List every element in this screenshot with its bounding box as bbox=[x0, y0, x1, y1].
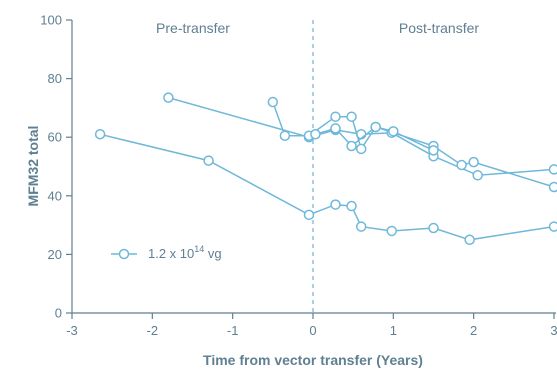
data-point bbox=[346, 140, 357, 152]
x-tick-label: -3 bbox=[66, 323, 78, 338]
y-ticks: 0 20 40 60 80 100 bbox=[40, 13, 72, 321]
phase-label-post: Post-transfer bbox=[399, 20, 479, 36]
y-tick-label: 60 bbox=[48, 130, 62, 145]
x-tick-label: 3 bbox=[550, 323, 557, 338]
y-tick-label: 80 bbox=[48, 71, 62, 86]
data-point bbox=[346, 111, 357, 122]
data-point bbox=[303, 209, 315, 221]
x-tick-label: 0 bbox=[309, 323, 316, 338]
x-tick-label: -2 bbox=[147, 323, 159, 338]
series-1 bbox=[94, 129, 557, 245]
legend: 1.2 x 1014 vg bbox=[111, 244, 222, 261]
data-point bbox=[94, 129, 106, 140]
y-tick-label: 0 bbox=[55, 306, 62, 321]
data-point bbox=[310, 129, 321, 140]
data-point bbox=[267, 96, 279, 108]
legend-swatch-marker bbox=[118, 248, 130, 260]
series-layer bbox=[94, 92, 557, 245]
data-point bbox=[386, 225, 397, 237]
legend-superscript: 14 bbox=[194, 244, 204, 254]
data-point bbox=[548, 164, 557, 175]
data-point bbox=[163, 92, 174, 103]
data-point bbox=[428, 145, 439, 156]
data-point bbox=[388, 126, 399, 137]
x-tick-label: 1 bbox=[390, 323, 397, 338]
data-point bbox=[468, 156, 479, 168]
data-point bbox=[355, 221, 367, 232]
data-point bbox=[203, 155, 214, 166]
y-axis-title: MFM32 total bbox=[25, 126, 41, 207]
data-point bbox=[370, 121, 381, 133]
y-tick-label: 20 bbox=[48, 247, 62, 262]
x-tick-label: -1 bbox=[227, 323, 239, 338]
y-tick-label: 40 bbox=[48, 188, 62, 203]
x-ticks: -3 -2 -1 0 1 2 3 bbox=[66, 313, 557, 338]
data-point bbox=[456, 159, 467, 171]
data-point bbox=[548, 181, 557, 193]
legend-unit: vg bbox=[204, 246, 221, 261]
x-tick-label: 2 bbox=[470, 323, 477, 338]
data-point bbox=[355, 143, 367, 155]
data-point bbox=[428, 222, 439, 234]
data-point bbox=[330, 199, 341, 210]
x-axis-title: Time from vector transfer (Years) bbox=[203, 352, 423, 368]
legend-text: 1.2 x 1014 vg bbox=[148, 244, 222, 261]
y-tick-label: 100 bbox=[40, 13, 62, 28]
data-point bbox=[330, 111, 341, 122]
data-point bbox=[472, 170, 483, 181]
series-line bbox=[99, 133, 555, 241]
series-2 bbox=[163, 92, 557, 181]
legend-label: 1.2 x 10 bbox=[148, 246, 194, 261]
data-point bbox=[464, 234, 475, 245]
data-point bbox=[346, 200, 357, 212]
data-point bbox=[330, 123, 341, 134]
data-point bbox=[279, 130, 291, 141]
series-4 bbox=[310, 121, 439, 156]
phase-label-pre: Pre-transfer bbox=[156, 20, 230, 36]
data-point bbox=[548, 221, 557, 232]
